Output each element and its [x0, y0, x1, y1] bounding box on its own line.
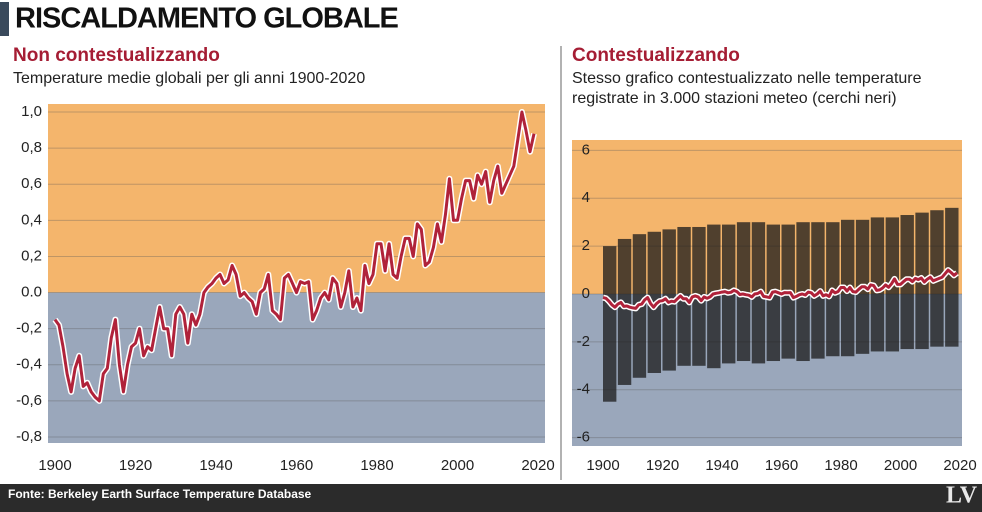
- x-tick-label: 1980: [360, 457, 393, 474]
- data-line: [602, 268, 958, 310]
- y-tick-label: 0,4: [21, 211, 42, 228]
- y-tick-label: 2: [582, 237, 590, 254]
- source: Fonte: Berkeley Earth Surface Temperatur…: [8, 487, 312, 501]
- x-tick-label: 1900: [586, 457, 619, 474]
- station-range: [603, 246, 617, 402]
- y-tick-label: 0,8: [21, 139, 42, 156]
- y-tick-label: 0,6: [21, 175, 42, 192]
- x-tick-label: 2020: [943, 457, 976, 474]
- y-tick-label: -0,8: [16, 428, 42, 445]
- x-tick-label: 2020: [521, 457, 554, 474]
- chart-title: Contestualizzando: [572, 45, 740, 66]
- x-tick-label: 1920: [119, 457, 152, 474]
- station-range: [617, 238, 632, 385]
- x-tick-label: 1940: [705, 457, 738, 474]
- chart-subtitle: Stesso grafico contestualizzato nelle te…: [572, 70, 922, 87]
- y-tick-label: 1,0: [21, 103, 42, 120]
- x-tick-label: 2000: [441, 457, 474, 474]
- page-title: RISCALDAMENTO GLOBALE: [15, 3, 399, 35]
- x-tick-label: 1940: [199, 457, 232, 474]
- y-tick-label: -0,2: [16, 320, 42, 337]
- y-tick-label: -0,6: [16, 392, 42, 409]
- y-tick-label: -4: [577, 381, 590, 398]
- station-range: [870, 217, 885, 352]
- chart-subtitle: Temperature medie globali per gli anni 1…: [13, 70, 365, 87]
- x-tick-label: 2000: [884, 457, 917, 474]
- y-tick-label: -0,4: [16, 356, 42, 373]
- x-tick-label: 1980: [824, 457, 857, 474]
- y-tick-label: -2: [577, 333, 590, 350]
- x-tick-label: 1960: [280, 457, 313, 474]
- chart-subtitle: registrate in 3.000 stazioni meteo (cerc…: [572, 90, 897, 107]
- y-tick-label: 0,2: [21, 247, 42, 264]
- y-tick-label: 6: [582, 141, 590, 158]
- logo: LV: [946, 483, 978, 509]
- y-tick-label: 4: [582, 189, 590, 206]
- title-accent: [0, 2, 9, 36]
- chart-title: Non contestualizzando: [13, 45, 220, 66]
- x-tick-label: 1900: [38, 457, 71, 474]
- footer-bar: [0, 484, 982, 512]
- y-tick-label: -6: [577, 429, 590, 446]
- x-tick-label: 1960: [765, 457, 798, 474]
- y-tick-label: 0: [582, 285, 590, 302]
- cool-area: [48, 292, 545, 443]
- y-tick-label: 0.0: [21, 284, 42, 301]
- x-tick-label: 1920: [646, 457, 679, 474]
- data-line: [53, 110, 536, 403]
